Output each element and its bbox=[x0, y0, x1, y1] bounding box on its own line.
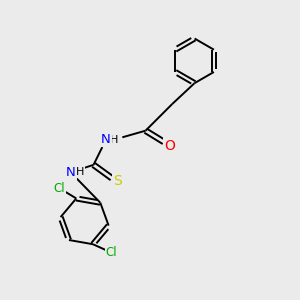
Text: Cl: Cl bbox=[53, 182, 65, 194]
Text: S: S bbox=[113, 174, 122, 188]
Text: N: N bbox=[101, 133, 111, 146]
Text: H: H bbox=[76, 167, 84, 177]
Text: O: O bbox=[164, 139, 175, 152]
Text: H: H bbox=[110, 135, 118, 145]
Text: N: N bbox=[66, 166, 76, 179]
Text: Cl: Cl bbox=[106, 246, 117, 259]
